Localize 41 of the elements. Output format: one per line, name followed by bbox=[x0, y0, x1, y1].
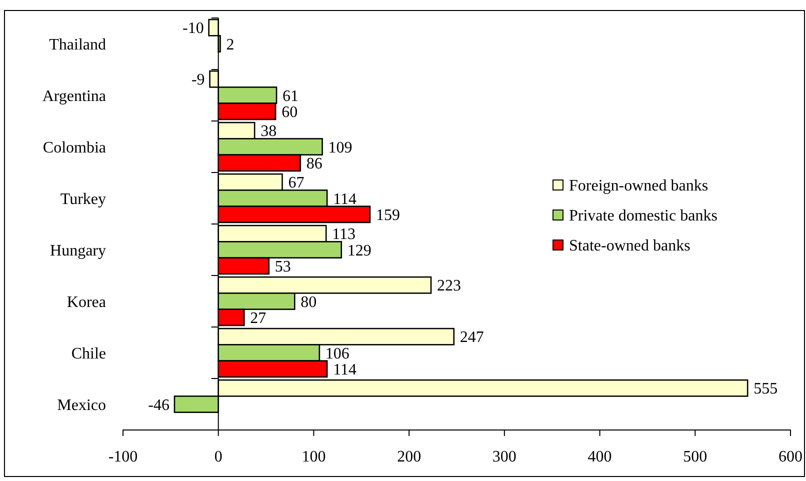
y-tick-label: Thailand bbox=[49, 36, 106, 54]
x-tick-label: -100 bbox=[108, 448, 138, 466]
x-tick-label: 600 bbox=[778, 448, 802, 466]
x-tick-label: 200 bbox=[397, 448, 422, 466]
data-label: 67 bbox=[288, 174, 304, 192]
y-tick-label: Turkey bbox=[60, 190, 106, 208]
data-label: 53 bbox=[274, 258, 291, 276]
data-label: 114 bbox=[333, 361, 356, 378]
data-label: 27 bbox=[250, 310, 266, 327]
data-label: 113 bbox=[332, 226, 356, 244]
y-tick-label: Hungary bbox=[50, 242, 106, 260]
data-label: 109 bbox=[328, 139, 352, 156]
y-tick-label: Chile bbox=[71, 345, 106, 362]
y-tick-label: Colombia bbox=[42, 139, 106, 156]
y-tick-label: Korea bbox=[66, 294, 106, 311]
data-label: -9 bbox=[191, 72, 205, 89]
legend-label: State-owned banks bbox=[569, 238, 690, 255]
data-label: 114 bbox=[333, 190, 356, 208]
data-label: 86 bbox=[306, 155, 322, 172]
data-label: 106 bbox=[325, 345, 350, 362]
data-label: 247 bbox=[460, 329, 484, 346]
y-tick-label: Mexico bbox=[57, 396, 106, 414]
x-tick-label: 300 bbox=[492, 448, 516, 466]
data-label: 159 bbox=[376, 206, 400, 224]
data-label: 2 bbox=[226, 36, 234, 54]
x-tick-label: 500 bbox=[683, 448, 708, 466]
data-label: 80 bbox=[300, 294, 317, 311]
x-tick-label: 400 bbox=[588, 448, 612, 466]
data-label: 61 bbox=[282, 88, 299, 105]
data-label: -10 bbox=[182, 20, 204, 38]
x-tick-label: 0 bbox=[214, 448, 222, 466]
x-tick-label: 100 bbox=[302, 448, 326, 466]
data-label: 129 bbox=[347, 242, 372, 260]
data-label: 60 bbox=[282, 104, 298, 121]
data-label: 223 bbox=[437, 278, 462, 295]
data-label: 38 bbox=[260, 123, 277, 140]
legend-label: Private domestic banks bbox=[569, 208, 718, 225]
data-label: -46 bbox=[148, 396, 170, 414]
y-tick-label: Argentina bbox=[42, 88, 106, 105]
data-label: 555 bbox=[754, 380, 778, 398]
legend-label: Foreign-owned banks bbox=[569, 178, 708, 195]
